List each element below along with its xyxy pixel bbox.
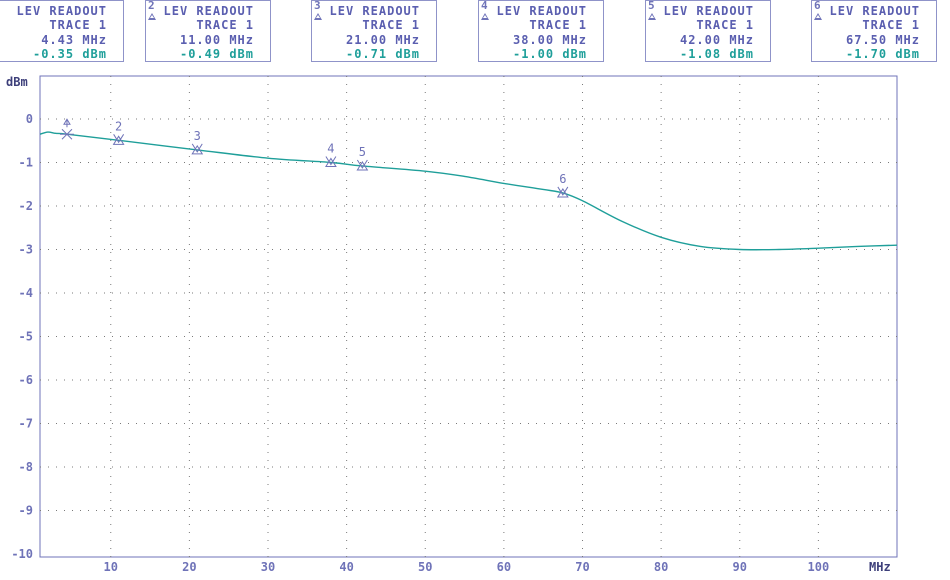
marker-number: 5 <box>648 0 655 12</box>
marker-6: 6 <box>556 172 569 198</box>
readout-frequency: 67.50 MHz <box>845 33 920 47</box>
plot-grid <box>40 76 897 557</box>
readout-title: LEV READOUT <box>16 4 107 18</box>
marker-readout-5: 5 LEV READOUT TRACE 1 42.00 MHz -1.08 dBm <box>645 0 771 62</box>
y-tick-label: -3 <box>19 243 33 257</box>
marker-triangle-icon <box>481 13 489 20</box>
readout-level: -1.00 dBm <box>512 47 587 61</box>
y-tick-label: -1 <box>19 156 33 170</box>
y-tick-label: -6 <box>19 373 33 387</box>
y-tick-label: -7 <box>19 417 33 431</box>
marker-label: 3 <box>194 129 201 143</box>
marker-arrow-icon <box>63 118 71 128</box>
marker-label: 2 <box>115 119 122 133</box>
readout-trace: TRACE 1 <box>49 18 107 32</box>
readout-title: LEV READOUT <box>329 4 420 18</box>
y-tick-label: -4 <box>19 286 33 300</box>
marker-triangle-icon <box>191 144 204 155</box>
marker-label: 6 <box>559 172 566 186</box>
marker-chevron-icon <box>325 156 337 166</box>
x-axis-unit: MHz <box>869 560 891 574</box>
x-tick-label: 90 <box>733 560 747 574</box>
y-tick-label: -2 <box>19 199 33 213</box>
x-tick-label: 100 <box>808 560 830 574</box>
marker-triangle-icon <box>325 157 337 167</box>
marker-number: 4 <box>481 0 488 12</box>
marker-label: 5 <box>359 145 366 159</box>
readout-trace: TRACE 1 <box>196 18 254 32</box>
marker-chevron-icon <box>113 134 125 144</box>
marker-readout-4: 4 LEV READOUT TRACE 1 38.00 MHz -1.00 dBm <box>478 0 604 62</box>
marker-chevron-icon <box>356 159 368 169</box>
readout-title: LEV READOUT <box>496 4 587 18</box>
y-tick-label: -9 <box>19 504 33 518</box>
readout-trace: TRACE 1 <box>862 18 920 32</box>
y-axis-ticks: 0 -1 -2 -3 -4 -5 -6 -7 -8 -9 -10 <box>11 112 33 561</box>
marker-1 <box>59 118 74 140</box>
marker-chevron-icon <box>191 143 203 153</box>
y-tick-label: -10 <box>11 547 33 561</box>
y-tick-label: -8 <box>19 460 33 474</box>
trace-markers: 2 3 4 5 6 <box>59 118 569 198</box>
x-tick-label: 30 <box>261 560 275 574</box>
marker-star-icon <box>59 128 74 140</box>
marker-chevron-icon <box>557 186 569 196</box>
readout-level: -0.49 dBm <box>179 47 254 61</box>
readout-trace: TRACE 1 <box>696 18 754 32</box>
x-tick-label: 20 <box>182 560 196 574</box>
readout-frequency: 21.00 MHz <box>345 33 420 47</box>
y-tick-label: -5 <box>19 330 33 344</box>
readout-level: -1.70 dBm <box>845 47 920 61</box>
trace-line <box>39 131 898 251</box>
marker-triangle-icon <box>148 13 156 20</box>
marker-readout-2: 2 LEV READOUT TRACE 1 11.00 MHz -0.49 dBm <box>145 0 271 62</box>
y-tick-label: 0 <box>26 112 33 126</box>
readout-trace: TRACE 1 <box>529 18 587 32</box>
marker-triangle-icon <box>556 188 569 198</box>
marker-triangle-icon <box>356 161 369 171</box>
readout-trace: TRACE 1 <box>362 18 420 32</box>
marker-readout-6: 6 LEV READOUT TRACE 1 67.50 MHz -1.70 dBm <box>811 0 937 62</box>
y-axis-unit: dBm <box>6 75 28 89</box>
marker-number: 3 <box>314 0 321 12</box>
plot-frame <box>39 75 898 558</box>
marker-3: 3 <box>191 129 204 155</box>
x-axis-ticks: 10 20 30 40 50 60 70 80 90 100 <box>104 560 830 574</box>
readout-level: -1.08 dBm <box>679 47 754 61</box>
readout-frequency: 42.00 MHz <box>679 33 754 47</box>
marker-triangle-icon <box>112 135 125 145</box>
marker-triangle-icon <box>314 13 322 20</box>
x-tick-label: 50 <box>418 560 432 574</box>
x-tick-label: 70 <box>575 560 589 574</box>
marker-5: 5 <box>356 145 369 171</box>
readout-level: -0.71 dBm <box>345 47 420 61</box>
marker-number: 2 <box>148 0 155 12</box>
marker-readout-3: 3 LEV READOUT TRACE 1 21.00 MHz -0.71 dBm <box>311 0 437 62</box>
readout-title: LEV READOUT <box>829 4 920 18</box>
readout-title: LEV READOUT <box>163 4 254 18</box>
readout-frequency: 11.00 MHz <box>179 33 254 47</box>
marker-triangle-icon <box>814 13 822 20</box>
marker-4: 4 <box>325 142 337 167</box>
readout-title: LEV READOUT <box>663 4 754 18</box>
marker-label: 4 <box>327 142 334 156</box>
x-tick-label: 40 <box>339 560 353 574</box>
readout-frequency: 38.00 MHz <box>512 33 587 47</box>
marker-number: 6 <box>814 0 821 12</box>
x-tick-label: 10 <box>104 560 118 574</box>
marker-2: 2 <box>112 119 125 145</box>
readout-frequency: 4.43 MHz <box>41 33 107 47</box>
readout-level: -0.35 dBm <box>32 47 107 61</box>
marker-readout-1: LEV READOUT TRACE 1 4.43 MHz -0.35 dBm <box>0 0 124 62</box>
marker-triangle-icon <box>648 13 656 20</box>
x-tick-label: 80 <box>654 560 668 574</box>
x-tick-label: 60 <box>497 560 511 574</box>
